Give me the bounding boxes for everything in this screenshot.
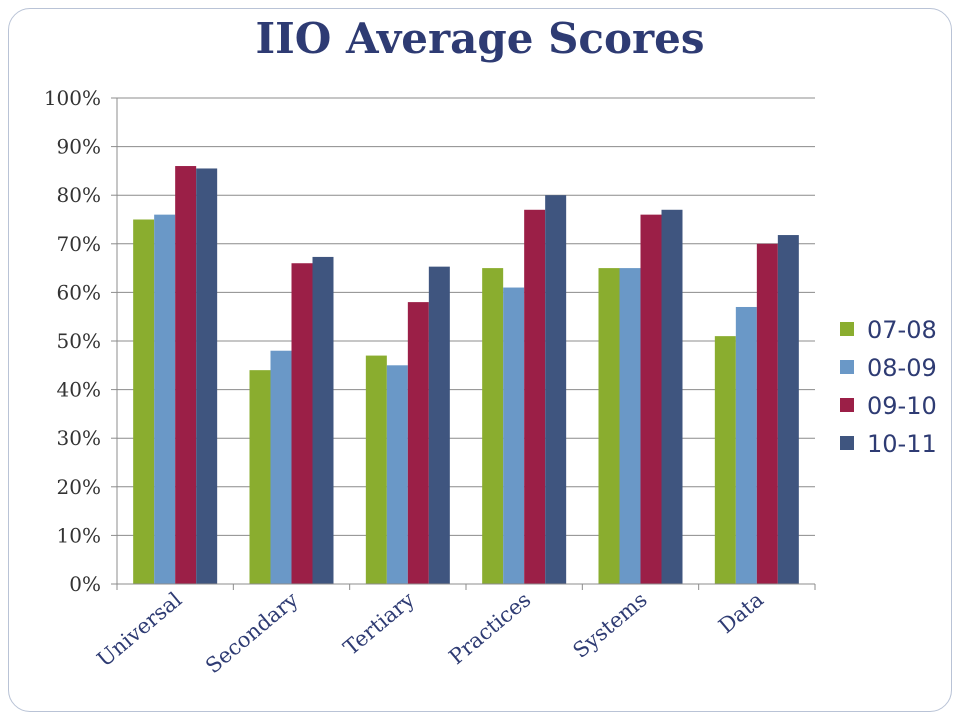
- x-tick-label-data: Data: [714, 587, 768, 638]
- legend: 07-08 08-09 09-10 10-11: [840, 316, 937, 458]
- y-tick-label: 30%: [57, 426, 101, 450]
- y-tick-label: 20%: [57, 475, 101, 499]
- axes: [111, 97, 816, 590]
- bar-08-09-tertiary: [386, 365, 408, 584]
- bar-09-10-secondary: [291, 263, 313, 584]
- bar-07-08-practices: [482, 268, 504, 584]
- legend-label-10-11: 10-11: [867, 430, 937, 458]
- legend-label-07-08: 07-08: [867, 316, 937, 344]
- legend-label-09-10: 09-10: [867, 392, 937, 420]
- x-tick-label-systems: Systems: [568, 587, 651, 662]
- x-tick-label-practices: Practices: [444, 587, 535, 669]
- y-tick-label: 70%: [57, 232, 101, 256]
- bars: [133, 166, 799, 585]
- y-tick-label: 90%: [57, 135, 101, 159]
- bar-08-09-secondary: [270, 350, 292, 584]
- y-tick-label: 0%: [69, 572, 101, 596]
- y-tick-label: 100%: [44, 86, 101, 110]
- y-tick-label: 60%: [57, 280, 101, 304]
- legend-swatch-08-09: [840, 360, 854, 374]
- y-tick-label: 40%: [57, 378, 101, 402]
- x-tick-label-tertiary: Tertiary: [339, 587, 419, 660]
- bar-09-10-data: [756, 243, 778, 585]
- bar-07-08-data: [714, 336, 736, 584]
- legend-swatch-07-08: [840, 322, 854, 336]
- chart-title: IIO Average Scores: [255, 14, 705, 63]
- bar-08-09-systems: [619, 268, 641, 584]
- y-tick-label: 10%: [57, 523, 101, 547]
- bar-09-10-tertiary: [407, 302, 429, 584]
- legend-swatch-10-11: [840, 436, 854, 450]
- bar-10-11-tertiary: [428, 266, 450, 584]
- x-tick-label-universal: Universal: [93, 587, 187, 671]
- bar-10-11-data: [777, 235, 799, 584]
- bar-08-09-data: [735, 306, 757, 584]
- bar-08-09-practices: [503, 287, 525, 584]
- bar-10-11-practices: [545, 195, 567, 584]
- gridlines: [117, 97, 815, 536]
- bar-07-08-tertiary: [365, 355, 387, 584]
- legend-swatch-09-10: [840, 398, 854, 412]
- bar-10-11-systems: [661, 209, 683, 584]
- bar-10-11-universal: [196, 168, 218, 584]
- bar-09-10-practices: [524, 209, 546, 584]
- y-tick-labels: 0% 10% 20% 30% 40% 50% 60% 70% 80% 90% 100%: [44, 86, 101, 596]
- y-tick-label: 80%: [57, 183, 101, 207]
- bar-07-08-secondary: [249, 370, 271, 584]
- bar-09-10-universal: [175, 166, 197, 585]
- legend-label-08-09: 08-09: [867, 354, 937, 382]
- bar-08-09-universal: [154, 214, 176, 584]
- bar-07-08-systems: [598, 268, 620, 584]
- y-tick-label: 50%: [57, 329, 101, 353]
- bar-09-10-systems: [640, 214, 662, 584]
- x-tick-label-secondary: Secondary: [201, 587, 303, 678]
- bar-07-08-universal: [133, 219, 155, 584]
- x-tick-labels: Universal Secondary Tertiary Practices Syste…: [93, 587, 768, 678]
- bar-10-11-secondary: [312, 256, 334, 584]
